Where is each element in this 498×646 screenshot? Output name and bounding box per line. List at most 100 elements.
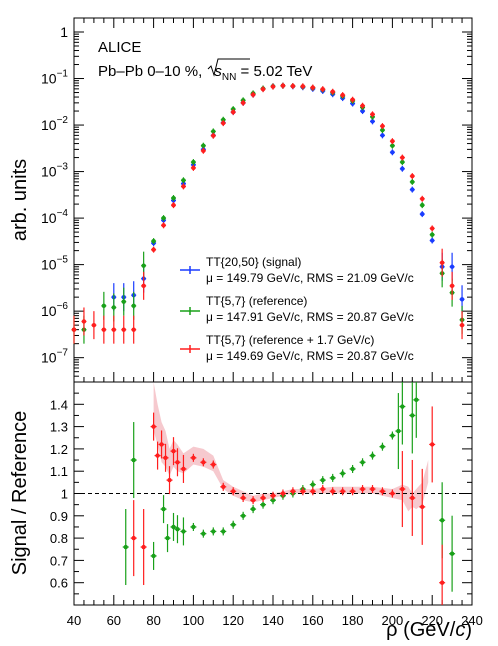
top-marker-series-2 bbox=[260, 86, 266, 93]
top-marker-series-2 bbox=[280, 82, 286, 89]
top-y-tick-label: 10−4 bbox=[41, 208, 68, 226]
top-marker-series-2 bbox=[449, 271, 455, 300]
ratio-marker-series-0 bbox=[309, 480, 316, 489]
x-axis-title: ρ (GeV/c) bbox=[386, 619, 472, 641]
top-marker-series-2 bbox=[459, 311, 465, 340]
top-marker-series-2 bbox=[101, 315, 107, 344]
x-tick-label: 140 bbox=[262, 613, 284, 628]
ratio-marker-series-1 bbox=[154, 441, 161, 470]
top-y-tick-label: 10−1 bbox=[41, 69, 68, 87]
bottom-axis-ticks: 0.6 0.7 0.8 0.9 1 1.1 1.2 1.3 1.4 40 60 80 100 120 140… bbox=[50, 381, 483, 628]
ratio-marker-series-1 bbox=[289, 487, 296, 496]
top-marker-series-1 bbox=[190, 159, 196, 166]
ratio-marker-series-0 bbox=[160, 495, 167, 524]
ratio-marker-series-0 bbox=[413, 382, 420, 438]
ratio-marker-series-1 bbox=[319, 485, 326, 494]
top-axis-ticks: 10−7 10−6 10−5 10−4 10−3 10−2 10−1 1 bbox=[41, 17, 473, 383]
ratio-marker-series-0 bbox=[260, 500, 267, 509]
bottom-y-tick-label: 0.9 bbox=[50, 509, 68, 524]
ratio-marker-series-1 bbox=[220, 482, 227, 491]
legend-signal-name: TT{20,50} (signal) bbox=[206, 255, 301, 269]
ratio-marker-series-1 bbox=[369, 485, 376, 494]
top-marker-series-2 bbox=[429, 225, 435, 232]
top-marker-series-2 bbox=[220, 120, 226, 127]
ratio-marker-series-0 bbox=[319, 476, 326, 485]
bottom-y-tick-label: 0.7 bbox=[50, 553, 68, 568]
ratio-marker-series-0 bbox=[359, 458, 366, 467]
top-y-axis-title: arb. units bbox=[9, 159, 31, 241]
top-marker-series-2 bbox=[310, 84, 316, 91]
top-marker-series-2 bbox=[300, 83, 306, 90]
top-marker-series-2 bbox=[161, 222, 167, 229]
ratio-marker-series-1 bbox=[200, 458, 207, 467]
top-marker-series-2 bbox=[379, 123, 385, 130]
x-tick-label: 80 bbox=[146, 613, 160, 628]
ratio-marker-series-1 bbox=[170, 437, 177, 466]
top-marker-series-2 bbox=[350, 96, 356, 103]
top-marker-series-2 bbox=[320, 86, 326, 93]
x-tick-label: 100 bbox=[183, 613, 205, 628]
ratio-marker-series-1 bbox=[240, 493, 247, 502]
ratio-marker-series-0 bbox=[200, 529, 207, 538]
legend-entry-shifted-reference: TT{5,7} (reference + 1.7 GeV/c) μ = 149.… bbox=[180, 333, 414, 363]
sqrt-sign-icon bbox=[207, 58, 250, 77]
top-marker-series-1 bbox=[180, 177, 186, 184]
legend-entry-reference: TT{5,7} (reference) μ = 147.91 GeV/c, RM… bbox=[180, 294, 414, 324]
ratio-marker-series-0 bbox=[220, 527, 227, 536]
top-marker-series-2 bbox=[330, 88, 336, 95]
ratio-marker-series-1 bbox=[379, 487, 386, 496]
ratio-marker-series-1 bbox=[389, 489, 396, 498]
top-y-tick-label: 1 bbox=[60, 24, 68, 40]
ratio-marker-series-0 bbox=[174, 515, 181, 544]
top-marker-series-2 bbox=[151, 246, 157, 253]
legend-shifted-name: TT{5,7} (reference + 1.7 GeV/c) bbox=[206, 333, 374, 347]
bottom-y-tick-label: 1.3 bbox=[50, 420, 68, 435]
top-marker-series-2 bbox=[240, 99, 246, 106]
ratio-marker-series-1 bbox=[399, 451, 406, 528]
x-tick-label: 200 bbox=[382, 613, 404, 628]
ratio-marker-series-1 bbox=[174, 448, 181, 477]
ratio-marker-series-0 bbox=[190, 522, 197, 531]
top-marker-series-2 bbox=[91, 311, 97, 340]
top-marker-series-0 bbox=[429, 237, 435, 244]
ratio-marker-series-1 bbox=[230, 487, 237, 496]
x-tick-label: 180 bbox=[342, 613, 364, 628]
top-marker-series-2 bbox=[180, 183, 186, 190]
top-marker-series-0 bbox=[389, 149, 395, 156]
top-marker-series-2 bbox=[190, 164, 196, 171]
ratio-marker-series-1 bbox=[180, 454, 187, 483]
ratio-marker-series-0 bbox=[122, 509, 129, 586]
legend-entry-signal: TT{20,50} (signal) μ = 149.79 GeV/c, RMS… bbox=[180, 255, 414, 285]
top-marker-series-0 bbox=[379, 132, 385, 139]
ratio-marker-series-1 bbox=[419, 468, 426, 545]
ratio-marker-series-1 bbox=[260, 493, 267, 502]
top-marker-series-0 bbox=[409, 186, 415, 193]
ratio-marker-series-0 bbox=[369, 451, 376, 460]
ratio-marker-series-0 bbox=[349, 464, 356, 473]
ratio-marker-series-0 bbox=[339, 469, 346, 478]
collision-system-label: Pb–Pb 0–10 %, sNN = 5.02 TeV bbox=[98, 63, 312, 83]
top-marker-series-2 bbox=[210, 132, 216, 139]
bottom-y-tick-label: 1 bbox=[61, 487, 68, 502]
ratio-marker-series-0 bbox=[250, 505, 257, 514]
top-marker-series-1 bbox=[171, 195, 176, 202]
systematic-band bbox=[153, 382, 429, 512]
top-marker-series-2 bbox=[360, 102, 366, 109]
ratio-marker-series-0 bbox=[164, 524, 171, 553]
x-tick-label: 240 bbox=[461, 613, 483, 628]
top-y-tick-label: 10−5 bbox=[41, 255, 68, 273]
bottom-y-tick-label: 0.6 bbox=[50, 576, 68, 591]
top-marker-series-2 bbox=[141, 271, 147, 300]
legend-reference-name: TT{5,7} (reference) bbox=[206, 294, 307, 308]
ratio-marker-series-1 bbox=[210, 460, 217, 469]
ratio-marker-series-1 bbox=[140, 509, 147, 586]
ratio-marker-series-0 bbox=[449, 515, 456, 592]
ratio-marker-series-1 bbox=[299, 487, 306, 496]
top-marker-series-2 bbox=[171, 202, 176, 209]
top-marker-series-2 bbox=[111, 315, 117, 344]
ratio-marker-series-0 bbox=[170, 512, 177, 541]
x-tick-label: 220 bbox=[421, 613, 443, 628]
top-y-tick-label: 10−2 bbox=[41, 115, 68, 133]
top-marker-series-2 bbox=[439, 248, 445, 277]
